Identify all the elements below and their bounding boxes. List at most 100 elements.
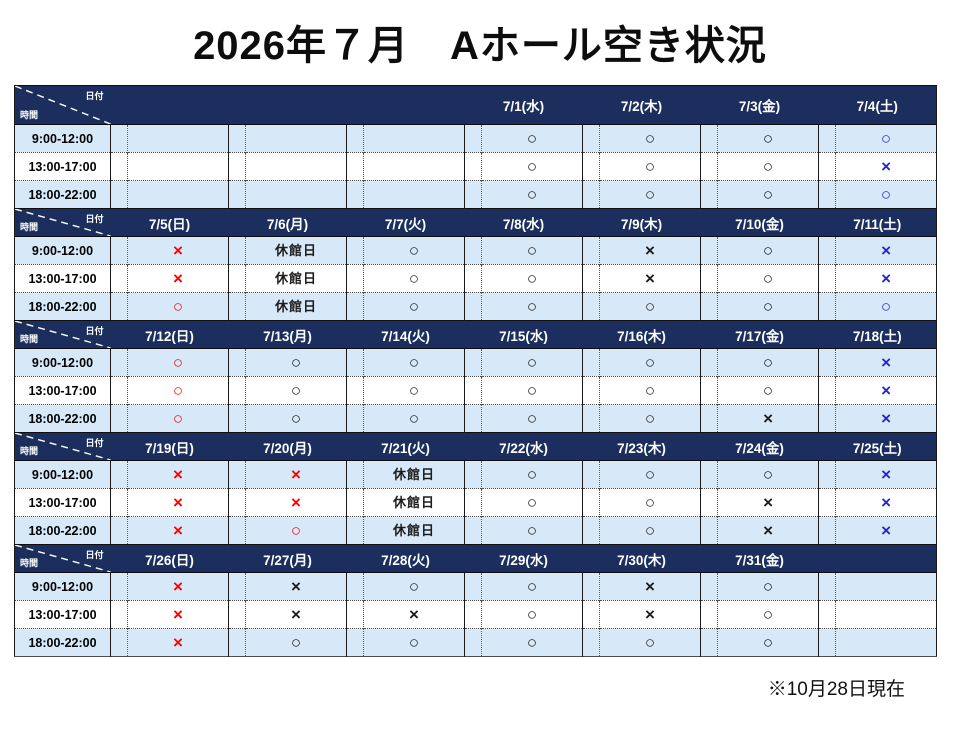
availability-cell: × [245, 488, 347, 517]
time-slot-label: 9:00-12:00 [14, 460, 111, 489]
spacer-cell [464, 236, 482, 265]
time-slot-row: 9:00-12:00 × × 休館日 ○ ○ ○ × [14, 460, 937, 489]
corner-time-label: 時間 [20, 110, 39, 120]
availability-cell: ○ [127, 348, 229, 377]
spacer-cell [582, 124, 601, 153]
diagonal-line [15, 545, 111, 572]
availability-cell: ○ [599, 348, 701, 377]
availability-cell: × [835, 404, 937, 433]
availability-cell [245, 124, 347, 153]
spacer-cell [228, 124, 246, 153]
availability-cell: ○ [481, 404, 583, 433]
spacer-cell [228, 460, 246, 489]
spacer-cell [700, 292, 719, 321]
date-header: 7/11(土) [818, 208, 937, 237]
availability-cell: × [717, 488, 819, 517]
spacer-cell [110, 516, 128, 545]
availability-cell: × [245, 572, 347, 601]
date-header: 7/15(水) [464, 320, 583, 349]
spacer-cell [582, 152, 601, 181]
spacer-cell [464, 152, 482, 181]
spacer-cell [818, 348, 837, 377]
time-slot-row: 18:00-22:00 ○ ○ ○ ○ [14, 180, 937, 209]
availability-cell: × [245, 600, 347, 629]
spacer-cell [818, 180, 837, 209]
availability-cell: ○ [481, 264, 583, 293]
time-slot-row: 9:00-12:00 × 休館日 ○ ○ × ○ × [14, 236, 937, 265]
spacer-cell [228, 628, 246, 657]
availability-table: 日付 時間 7/1(水) 7/2(木) 7/3(金) 7/4(土) 9:00-12:00 ○ ○… [14, 85, 938, 657]
week-header-row: 日付 時間 7/19(日) 7/20(月) 7/21(火) 7/22(水) 7/23(木) 7… [14, 432, 937, 461]
availability-cell [127, 180, 229, 209]
spacer-cell [346, 628, 364, 657]
availability-cell: × [717, 404, 819, 433]
date-header: 7/23(木) [582, 432, 701, 461]
time-slot-label: 9:00-12:00 [14, 124, 111, 153]
availability-cell: × [127, 600, 229, 629]
availability-cell: ○ [363, 292, 465, 321]
date-header: 7/6(月) [228, 208, 347, 237]
corner-date-label: 日付 [85, 326, 104, 336]
date-header: 7/5(日) [110, 208, 229, 237]
availability-cell: ○ [599, 404, 701, 433]
time-slot-row: 13:00-17:00 ○ ○ ○ × [14, 152, 937, 181]
availability-cell: × [835, 516, 937, 545]
week-header-row: 日付 時間 7/26(日) 7/27(月) 7/28(火) 7/29(水) 7/30(木) 7… [14, 544, 937, 573]
spacer-cell [700, 488, 719, 517]
date-header: 7/8(水) [464, 208, 583, 237]
spacer-cell [700, 264, 719, 293]
time-slot-row: 13:00-17:00 ○ ○ ○ ○ ○ ○ × [14, 376, 937, 405]
date-header: 7/1(水) [464, 85, 583, 125]
corner-cell: 日付 時間 [14, 208, 111, 237]
spacer-cell [818, 124, 837, 153]
corner-date-label: 日付 [85, 214, 104, 224]
availability-cell: × [127, 572, 229, 601]
spacer-cell [818, 488, 837, 517]
spacer-cell [582, 488, 601, 517]
spacer-cell [700, 124, 719, 153]
spacer-cell [700, 600, 719, 629]
time-slot-row: 9:00-12:00 ○ ○ ○ ○ ○ ○ × [14, 348, 937, 377]
availability-cell [245, 180, 347, 209]
availability-cell: ○ [717, 152, 819, 181]
spacer-cell [700, 516, 719, 545]
time-slot-label: 13:00-17:00 [14, 152, 111, 181]
time-slot-row: 13:00-17:00 × 休館日 ○ ○ × ○ × [14, 264, 937, 293]
time-slot-label: 13:00-17:00 [14, 376, 111, 405]
availability-cell: × [127, 516, 229, 545]
spacer-cell [346, 236, 364, 265]
spacer-cell [110, 124, 128, 153]
availability-cell [127, 124, 229, 153]
availability-cell: ○ [127, 376, 229, 405]
date-header: 7/12(日) [110, 320, 229, 349]
date-header: 7/17(金) [700, 320, 819, 349]
date-header: 7/21(火) [346, 432, 465, 461]
week-header-row: 日付 時間 7/1(水) 7/2(木) 7/3(金) 7/4(土) [14, 85, 937, 125]
date-header: 7/10(金) [700, 208, 819, 237]
spacer-cell [700, 460, 719, 489]
availability-cell: ○ [363, 376, 465, 405]
spacer-cell [582, 292, 601, 321]
availability-cell: ○ [363, 236, 465, 265]
spacer-cell [464, 292, 482, 321]
date-header [346, 85, 465, 125]
date-header: 7/14(火) [346, 320, 465, 349]
spacer-cell [346, 292, 364, 321]
corner-date-label: 日付 [85, 91, 104, 101]
availability-cell [363, 180, 465, 209]
spacer-cell [110, 404, 128, 433]
spacer-cell [818, 404, 837, 433]
availability-cell: ○ [717, 236, 819, 265]
spacer-cell [464, 488, 482, 517]
date-header: 7/27(月) [228, 544, 347, 573]
availability-cell [835, 600, 937, 629]
spacer-cell [110, 264, 128, 293]
date-header: 7/13(月) [228, 320, 347, 349]
spacer-cell [818, 292, 837, 321]
availability-cell: ○ [481, 572, 583, 601]
availability-cell: 休館日 [363, 488, 465, 517]
time-slot-row: 9:00-12:00 ○ ○ ○ ○ [14, 124, 937, 153]
availability-cell: ○ [717, 124, 819, 153]
spacer-cell [346, 516, 364, 545]
spacer-cell [582, 236, 601, 265]
